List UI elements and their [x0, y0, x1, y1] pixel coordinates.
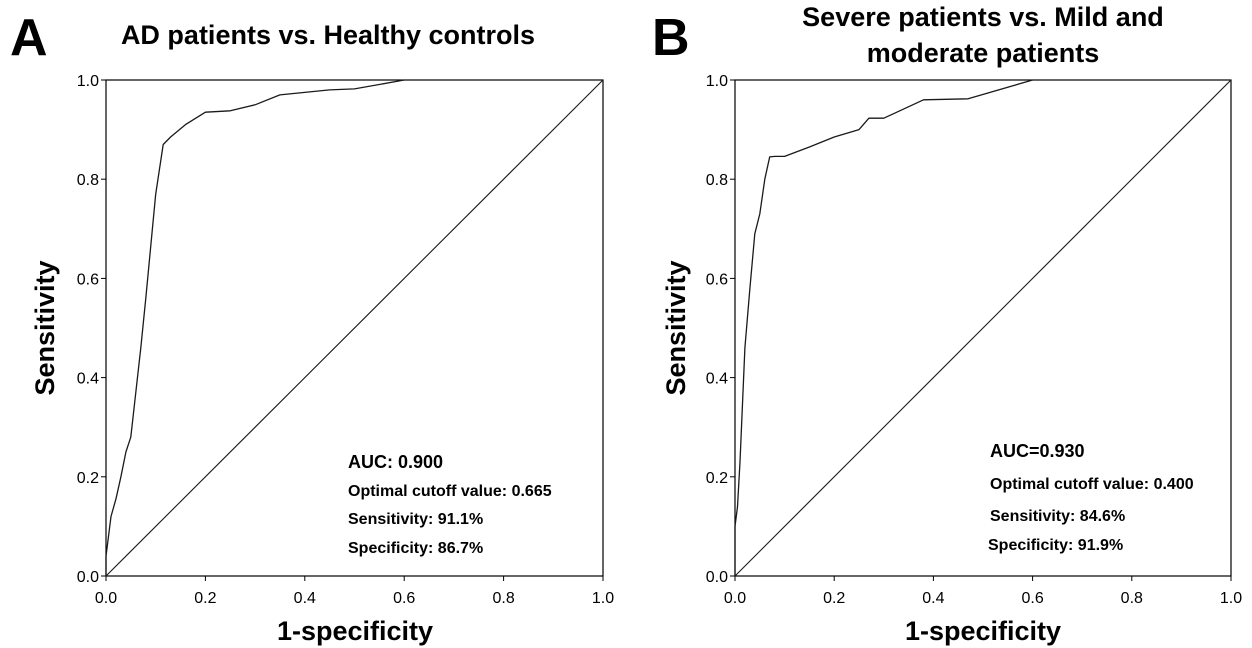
- y-tick-label: 0.0: [706, 569, 728, 586]
- x-tick-label: 0.8: [1121, 590, 1143, 607]
- x-axis-label: 1-specificity: [905, 616, 1061, 646]
- panel-a: A AD patients vs. Healthy controls Sensi…: [10, 9, 614, 646]
- x-tick-label: 0.0: [95, 590, 117, 607]
- y-tick-label: 0.6: [77, 271, 99, 288]
- cutoff-annotation: Optimal cutoff value: 0.665: [348, 483, 552, 500]
- x-tick-label: 0.6: [393, 590, 415, 607]
- y-tick-label: 0.8: [706, 172, 728, 189]
- y-tick-label: 1.0: [77, 73, 99, 90]
- y-tick-label: 0.4: [77, 371, 99, 388]
- panel-letter: A: [10, 9, 48, 67]
- y-axis-label: Sensitivity: [661, 260, 691, 395]
- panel-letter: B: [652, 9, 690, 67]
- reference-diagonal-line: [734, 79, 1232, 577]
- x-tick-label: 1.0: [1220, 590, 1242, 607]
- y-tick-label: 0.2: [706, 470, 728, 487]
- y-tick-label: 0.6: [706, 271, 728, 288]
- chart-title-line-1: Severe patients vs. Mild and: [802, 2, 1164, 32]
- y-tick-label: 0.4: [706, 371, 728, 388]
- x-tick-label: 1.0: [592, 590, 614, 607]
- specificity-annotation: Specificity: 86.7%: [348, 540, 483, 557]
- roc-curve: [734, 79, 1033, 576]
- y-tick-label: 0.0: [77, 569, 99, 586]
- y-axis-label: Sensitivity: [30, 260, 60, 395]
- auc-annotation: AUC: 0.900: [348, 452, 443, 472]
- panel-b: B Severe patients vs. Mild and moderate …: [652, 2, 1242, 646]
- x-tick-label: 0.2: [194, 590, 216, 607]
- y-tick-label: 1.0: [706, 73, 728, 90]
- sensitivity-annotation: Sensitivity: 84.6%: [990, 508, 1125, 525]
- sensitivity-annotation: Sensitivity: 91.1%: [348, 511, 483, 528]
- x-tick-label: 0.2: [823, 590, 845, 607]
- y-tick-label: 0.2: [77, 470, 99, 487]
- roc-curve: [105, 79, 405, 576]
- x-tick-label: 0.4: [922, 590, 944, 607]
- auc-annotation: AUC=0.930: [990, 441, 1085, 461]
- x-tick-label: 0.6: [1021, 590, 1043, 607]
- x-axis-label: 1-specificity: [277, 616, 433, 646]
- reference-diagonal-line: [105, 79, 604, 577]
- plot-frame: [105, 79, 604, 577]
- x-tick-label: 0.0: [724, 590, 746, 607]
- chart-title-line-2: moderate patients: [867, 38, 1100, 68]
- x-tick-label: 0.8: [492, 590, 514, 607]
- specificity-annotation: Specificity: 91.9%: [988, 537, 1123, 554]
- cutoff-annotation: Optimal cutoff value: 0.400: [990, 476, 1194, 493]
- x-tick-label: 0.4: [294, 590, 316, 607]
- chart-title: AD patients vs. Healthy controls: [121, 20, 535, 50]
- y-tick-label: 0.8: [77, 172, 99, 189]
- plot-frame: [734, 79, 1232, 577]
